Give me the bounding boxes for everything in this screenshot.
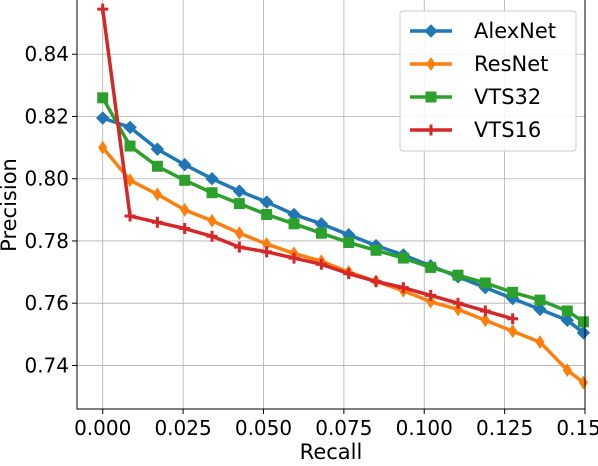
x-tick-label: 0.125 — [476, 416, 533, 440]
data-point-vts16 — [151, 216, 163, 228]
data-point-resnet — [125, 173, 135, 188]
data-point-alexnet — [178, 158, 192, 172]
data-point-resnet — [207, 213, 217, 228]
data-point-vts16 — [179, 223, 191, 235]
data-point-vts32 — [479, 277, 491, 289]
series-line-resnet — [101, 146, 585, 384]
y-axis-label: Precision — [0, 158, 21, 252]
x-axis-label: Recall — [300, 440, 363, 464]
data-point-vts16 — [452, 297, 464, 309]
data-point-vts32 — [315, 227, 327, 239]
data-point-vts16 — [261, 246, 273, 258]
legend-marker-resnet — [426, 57, 436, 71]
legend-marker-vts32 — [425, 91, 437, 103]
x-tick-label: 0.075 — [315, 416, 372, 440]
data-point-resnet — [453, 302, 463, 317]
data-point-vts16 — [343, 268, 355, 280]
data-point-vts32 — [206, 187, 218, 199]
data-point-alexnet — [96, 111, 110, 125]
data-point-resnet — [562, 363, 572, 378]
data-point-vts16 — [507, 313, 519, 325]
y-tick-label: 0.84 — [24, 42, 69, 66]
legend-label-resnet: ResNet — [474, 52, 548, 76]
x-tick-label: 0.000 — [74, 416, 131, 440]
data-point-alexnet — [259, 195, 274, 209]
series-line-vts16 — [100, 8, 514, 321]
data-point-vts16 — [397, 282, 409, 294]
y-tick-label: 0.82 — [24, 104, 69, 128]
data-point-resnet — [480, 313, 490, 328]
legend-label-vts32: VTS32 — [474, 85, 541, 109]
data-point-alexnet — [576, 326, 591, 340]
x-tick-label: 0.050 — [235, 416, 292, 440]
legend-entry-resnet: ResNet — [410, 52, 548, 76]
data-point-vts32 — [233, 198, 245, 210]
y-tick-label: 0.86 — [24, 0, 69, 4]
data-point-resnet — [508, 324, 518, 339]
data-point-alexnet — [205, 172, 219, 186]
data-point-alexnet — [123, 120, 137, 135]
data-point-vts16 — [288, 252, 300, 264]
data-point-alexnet — [533, 302, 547, 317]
legend-entry-vts32: VTS32 — [410, 85, 541, 109]
data-point-vts16 — [124, 210, 136, 222]
data-point-vts32 — [425, 261, 437, 273]
data-point-alexnet — [560, 313, 575, 328]
data-point-vts32 — [561, 305, 573, 317]
legend-marker-alexnet — [424, 24, 438, 38]
plot-series — [96, 3, 591, 390]
data-point-resnet — [152, 187, 162, 202]
series-vts16 — [97, 3, 519, 325]
y-tick-label: 0.80 — [24, 167, 69, 191]
data-point-vts32 — [124, 140, 136, 152]
data-point-resnet — [180, 202, 190, 217]
data-point-vts16 — [233, 241, 245, 253]
legend-entry-alexnet: AlexNet — [410, 19, 556, 43]
data-point-resnet — [426, 294, 436, 309]
data-point-vts32 — [151, 160, 163, 172]
legend: AlexNet ResNet VTS32 VTS16 — [399, 10, 577, 152]
data-point-vts32 — [343, 237, 355, 249]
data-point-vts16 — [370, 275, 382, 287]
axis-ticks: 0.000 0.025 0.050 0.075 0.100 0.125 0.150 0.74 0… — [24, 0, 598, 440]
data-point-vts32 — [452, 269, 464, 281]
legend-label-vts16: VTS16 — [474, 118, 541, 142]
data-point-vts16 — [479, 305, 491, 317]
data-point-vts32 — [179, 174, 191, 186]
legend-label-alexnet: AlexNet — [474, 19, 556, 43]
data-point-vts32 — [397, 252, 409, 264]
data-point-vts32 — [288, 218, 300, 230]
data-point-resnet — [98, 140, 108, 155]
data-point-vts32 — [507, 286, 519, 298]
data-point-resnet — [535, 335, 545, 349]
data-point-vts32 — [534, 294, 546, 306]
data-point-alexnet — [232, 184, 247, 198]
data-point-vts16 — [315, 258, 327, 270]
data-point-vts32 — [97, 92, 109, 104]
y-tick-label: 0.78 — [24, 229, 69, 253]
plot-frame — [76, 0, 586, 410]
x-tick-label: 0.025 — [154, 416, 211, 440]
data-point-vts32 — [577, 316, 589, 328]
data-point-vts16 — [425, 289, 437, 301]
x-tick-label: 0.150 — [556, 416, 598, 440]
data-point-vts32 — [261, 209, 273, 221]
legend-marker-vts16 — [425, 124, 437, 136]
y-tick-label: 0.74 — [24, 353, 69, 377]
data-point-resnet — [234, 226, 244, 241]
y-tick-label: 0.76 — [24, 291, 69, 315]
data-point-vts16 — [206, 230, 218, 242]
data-point-vts16 — [97, 3, 109, 15]
legend-entry-vts16: VTS16 — [410, 118, 541, 142]
x-tick-label: 0.100 — [396, 416, 453, 440]
data-point-vts32 — [370, 244, 382, 256]
data-point-alexnet — [150, 142, 165, 156]
legend-box — [399, 10, 577, 152]
series-vts32 — [97, 92, 589, 328]
